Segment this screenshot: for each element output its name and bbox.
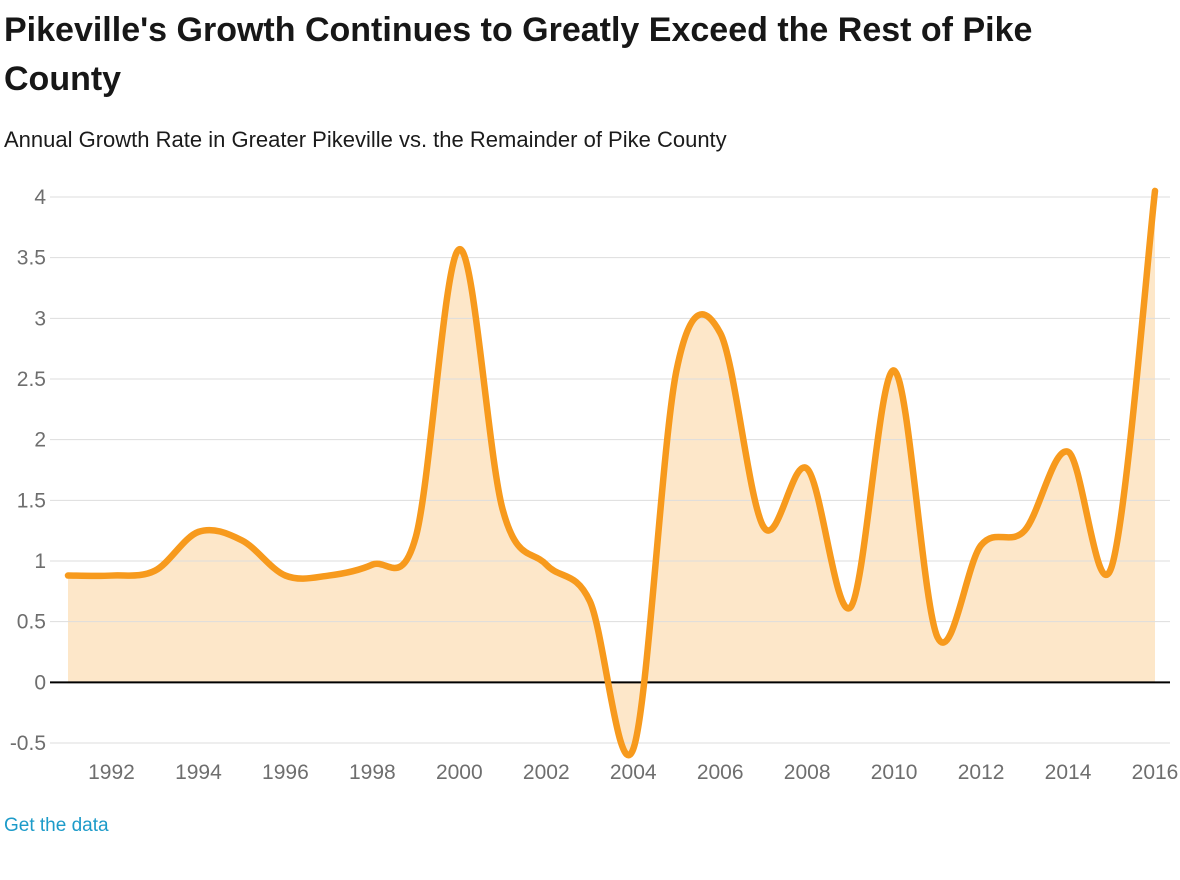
x-tick-label: 1998 xyxy=(349,761,396,784)
x-tick-label: 2016 xyxy=(1132,761,1179,784)
x-tick-label: 2008 xyxy=(784,761,831,784)
y-tick-label: -0.5 xyxy=(10,732,46,755)
y-tick-label: 2.5 xyxy=(17,368,46,391)
x-tick-label: 1996 xyxy=(262,761,309,784)
x-tick-label: 2006 xyxy=(697,761,744,784)
x-tick-label: 2000 xyxy=(436,761,483,784)
x-tick-label: 1994 xyxy=(175,761,222,784)
chart-title: Pikeville's Growth Continues to Greatly … xyxy=(4,11,1033,99)
x-tick-label: 2004 xyxy=(610,761,657,784)
y-tick-label: 2 xyxy=(34,429,46,452)
y-tick-label: 0 xyxy=(34,671,46,694)
x-tick-label: 2012 xyxy=(958,761,1005,784)
x-tick-label: 2010 xyxy=(871,761,918,784)
x-tick-label: 2002 xyxy=(523,761,570,784)
growth-line xyxy=(64,187,1159,759)
y-tick-label: 4 xyxy=(34,186,46,209)
y-tick-label: 3.5 xyxy=(17,247,46,270)
chart-subtitle: Annual Growth Rate in Greater Pikeville … xyxy=(4,127,727,152)
area-fill xyxy=(68,190,1155,756)
y-tick-label: 0.5 xyxy=(17,611,46,634)
growth-rate-area-chart: -0.5 0 0.5 1 1.5 2 2.5 3 3.5 4 1992 1994 1996 1998 200… xyxy=(10,186,1179,784)
x-tick-label: 1992 xyxy=(88,761,135,784)
y-tick-label: 1.5 xyxy=(17,489,46,512)
y-tick-label: 1 xyxy=(34,550,46,573)
x-tick-label: 2014 xyxy=(1045,761,1092,784)
get-data-link[interactable]: Get the data xyxy=(4,815,109,836)
y-tick-label: 3 xyxy=(34,307,46,330)
